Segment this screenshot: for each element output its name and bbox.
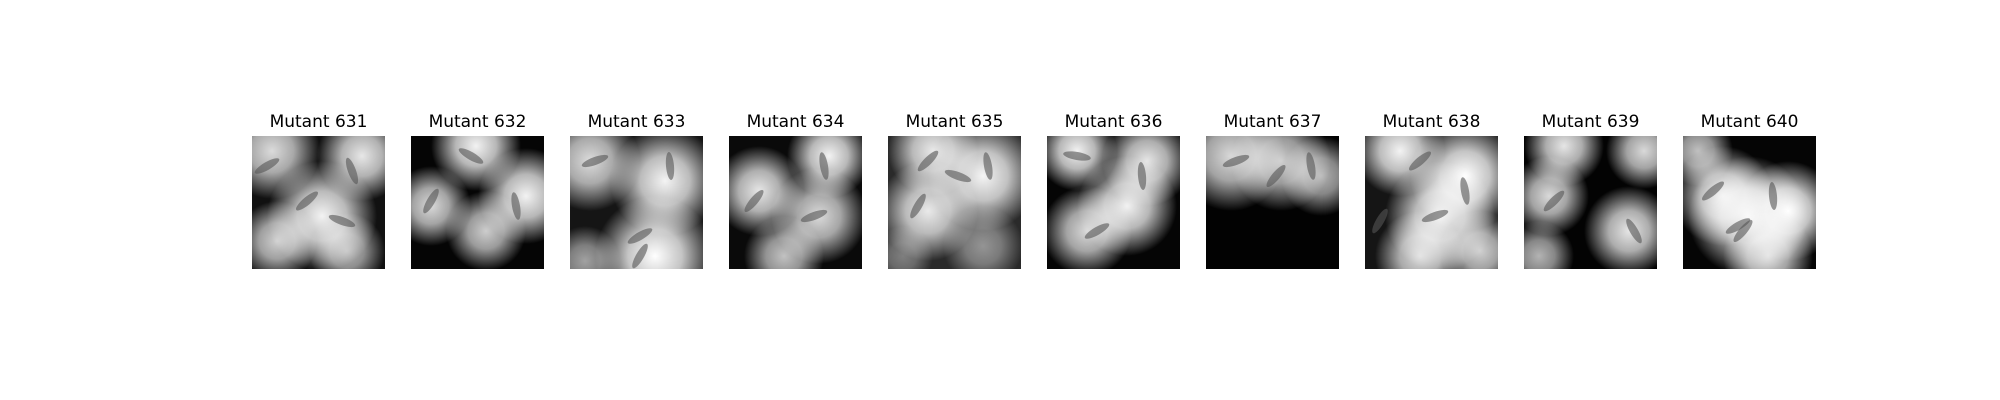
cell-shape [665, 152, 675, 180]
cell-shape [910, 193, 926, 219]
panel-2: Mutant 632 [411, 111, 544, 269]
panel-title: Mutant 631 [269, 112, 368, 132]
panel-10: Mutant 640 [1683, 111, 1816, 269]
bright-region [446, 191, 526, 269]
image-canvas [411, 136, 544, 269]
cell-shape [627, 228, 653, 244]
image-canvas [1683, 136, 1816, 269]
grayscale-image [1683, 136, 1816, 269]
panel-title: Mutant 634 [746, 112, 845, 132]
cell-shape [1266, 164, 1286, 188]
panel-title: Mutant 640 [1700, 112, 1799, 132]
cell-shape [632, 243, 648, 269]
image-canvas [252, 136, 385, 269]
image-canvas [1047, 136, 1180, 269]
bright-region [570, 226, 620, 269]
cell-shape [328, 214, 356, 228]
panel-6: Mutant 636 [1047, 111, 1180, 269]
panel-title: Mutant 633 [587, 112, 686, 132]
cell-shape [1084, 223, 1110, 239]
bright-region [888, 226, 933, 269]
image-canvas [570, 136, 703, 269]
cell-shape [983, 152, 993, 180]
cell-shape [1543, 190, 1565, 212]
image-canvas [729, 136, 862, 269]
panel-title: Mutant 637 [1223, 112, 1322, 132]
grayscale-image [729, 136, 862, 269]
image-canvas [1206, 136, 1339, 269]
cell-shape [1421, 209, 1449, 223]
bright-region [1606, 136, 1657, 189]
cell-shape [744, 189, 764, 213]
bright-region [252, 201, 317, 269]
cell-shape [458, 148, 484, 164]
cell-shape [1701, 181, 1725, 201]
cell-shape [1063, 151, 1091, 161]
panel-title: Mutant 638 [1382, 112, 1481, 132]
bright-region [309, 213, 385, 269]
panel-4: Mutant 634 [729, 111, 862, 269]
cell-shape [944, 169, 972, 183]
cell-shape [581, 154, 609, 168]
cell-shape [819, 152, 829, 180]
cell-shape [254, 158, 280, 174]
cell-shape [1137, 162, 1147, 190]
bright-region [1440, 211, 1498, 269]
cell-shape [511, 192, 521, 220]
grayscale-image [1365, 136, 1498, 269]
cell-shape [1460, 177, 1470, 205]
panel-1: Mutant 631 [252, 111, 385, 269]
grayscale-image [411, 136, 544, 269]
panel-8: Mutant 638 [1365, 111, 1498, 269]
cell-shape [1768, 182, 1778, 210]
cell-shape [800, 209, 828, 223]
panel-9: Mutant 639 [1524, 111, 1657, 269]
bright-region [1584, 186, 1657, 269]
cell-shape [917, 150, 939, 172]
cell-shape [1372, 208, 1388, 234]
cell-shape [1408, 151, 1432, 171]
panel-title: Mutant 636 [1064, 112, 1163, 132]
grayscale-image [888, 136, 1021, 269]
bright-region [744, 216, 824, 269]
cell-shape [1222, 154, 1250, 168]
panel-3: Mutant 633 [570, 111, 703, 269]
panel-title: Mutant 632 [428, 112, 527, 132]
bright-region [943, 206, 1021, 269]
cell-shape [345, 157, 359, 185]
grayscale-image [1206, 136, 1339, 269]
cell-shape [295, 191, 319, 211]
image-canvas [888, 136, 1021, 269]
grayscale-image [570, 136, 703, 269]
cell-shape [423, 188, 439, 214]
grayscale-image [1047, 136, 1180, 269]
image-canvas [1524, 136, 1657, 269]
panel-7: Mutant 637 [1206, 111, 1339, 269]
panel-title: Mutant 639 [1541, 112, 1640, 132]
cell-shape [1626, 218, 1642, 244]
cell-shape [1306, 152, 1316, 180]
grayscale-image [252, 136, 385, 269]
cell-shape [1725, 218, 1751, 234]
image-canvas [1365, 136, 1498, 269]
bright-region [1047, 186, 1132, 269]
panel-5: Mutant 635 [888, 111, 1021, 269]
grayscale-image [1524, 136, 1657, 269]
cell-shape [1733, 219, 1753, 243]
bright-region [1524, 221, 1574, 269]
panel-title: Mutant 635 [905, 112, 1004, 132]
